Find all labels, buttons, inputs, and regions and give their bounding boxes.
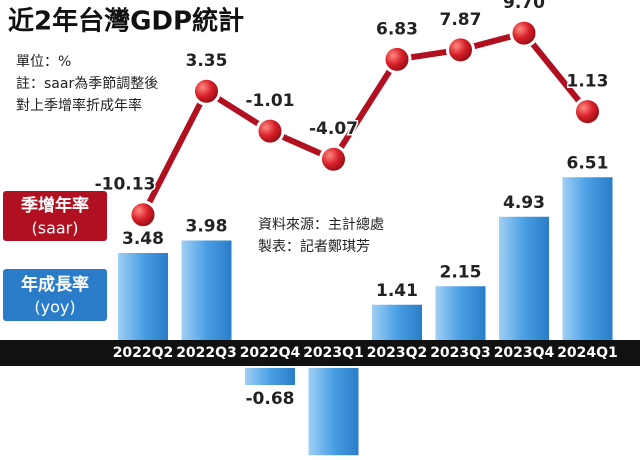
note: 註：saar為季節調整後 bbox=[16, 75, 158, 92]
bar bbox=[308, 368, 359, 456]
x-tick-label: 2024Q1 bbox=[557, 345, 618, 361]
line-marker bbox=[509, 18, 539, 48]
credit-note: 製表：記者鄭琪芳 bbox=[258, 238, 370, 255]
legend-box bbox=[1, 267, 109, 323]
line-value-label: 9.70 bbox=[503, 0, 545, 13]
line-value-label: 3.35 bbox=[186, 51, 228, 71]
bar bbox=[118, 253, 168, 340]
bar bbox=[499, 216, 549, 340]
bar-value-label: -0.68 bbox=[246, 389, 295, 409]
note: 對上季增率折成年率 bbox=[16, 97, 142, 114]
x-tick-label: 2023Q4 bbox=[494, 345, 555, 361]
line-value-label: -4.07 bbox=[309, 119, 358, 139]
bar bbox=[562, 177, 613, 340]
x-tick-label: 2023Q2 bbox=[367, 345, 428, 361]
line-marker bbox=[446, 35, 475, 65]
bar-value-label: 2.15 bbox=[440, 262, 482, 282]
line-value-label: 7.87 bbox=[440, 10, 482, 30]
line-value-label: 1.13 bbox=[567, 72, 609, 92]
legend-box bbox=[1, 189, 109, 243]
bar-value-label: 1.41 bbox=[376, 281, 418, 301]
x-tick-label: 2022Q3 bbox=[176, 345, 237, 361]
line-marker bbox=[319, 144, 348, 174]
bar bbox=[181, 240, 232, 340]
x-tick-label: 2022Q2 bbox=[113, 345, 174, 361]
line-value-label: 6.83 bbox=[376, 19, 418, 39]
bar-value-label: 3.98 bbox=[186, 217, 228, 237]
legend-label: (saar) bbox=[31, 219, 78, 238]
source-note: 資料來源：主計總處 bbox=[258, 216, 384, 233]
x-tick-label: 2022Q4 bbox=[240, 345, 301, 361]
line-marker bbox=[128, 200, 158, 230]
legend-label: 季增年率 bbox=[21, 195, 89, 216]
bar-value-label: 3.48 bbox=[122, 229, 164, 249]
x-tick-label: 2023Q3 bbox=[430, 345, 491, 361]
x-tick-label: 2023Q1 bbox=[303, 345, 364, 361]
unit-note: 單位：% bbox=[16, 54, 71, 70]
line-value-label: -10.13 bbox=[95, 175, 156, 195]
bar-value-label: 6.51 bbox=[567, 153, 609, 173]
line-marker bbox=[192, 76, 221, 106]
bar-value-label: 4.93 bbox=[503, 193, 545, 213]
chart-title: 近2年台灣GDP統計 bbox=[8, 6, 244, 37]
line-marker bbox=[573, 97, 602, 127]
legend-label: 年成長率 bbox=[21, 274, 89, 295]
bar bbox=[435, 286, 486, 340]
line-value-label: -1.01 bbox=[246, 91, 295, 111]
line-marker bbox=[255, 116, 285, 146]
bar bbox=[245, 368, 295, 385]
plot: 2022Q2 2022Q3 2022Q4 2023Q1 2023Q2 2023Q3 2023… bbox=[93, 0, 618, 460]
category-strip bbox=[0, 340, 640, 366]
line-marker bbox=[382, 44, 412, 74]
legend-label: (yoy) bbox=[34, 298, 75, 317]
bar bbox=[372, 304, 422, 340]
